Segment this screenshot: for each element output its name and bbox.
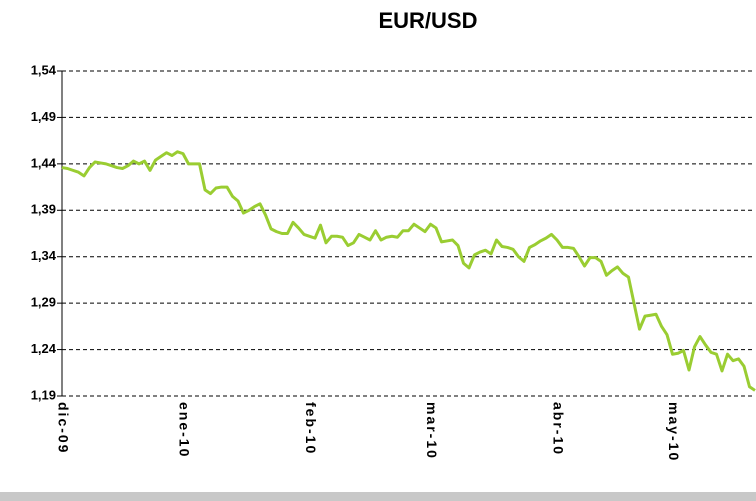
y-tick-label: 1,24 [31, 341, 57, 356]
x-tick-label: feb-10 [303, 402, 319, 455]
chart-title: EUR/USD [378, 8, 477, 33]
x-tick-label: mar-10 [424, 402, 440, 460]
line [61, 150, 756, 392]
x-tick-label: abr-10 [550, 402, 566, 456]
bottom-bar [0, 492, 756, 501]
y-tick-label: 1,19 [31, 387, 56, 402]
y-tick-label: 1,49 [31, 109, 56, 124]
y-tick-label: 1,44 [31, 155, 57, 170]
x-tick-label: ene-10 [176, 402, 192, 458]
x-tick-label: may-10 [666, 402, 682, 462]
x-tick-label: dic-09 [55, 402, 71, 454]
y-tick-label: 1,54 [31, 62, 57, 77]
y-tick-label: 1,34 [31, 248, 57, 263]
y-tick-label: 1,39 [31, 202, 56, 217]
y-tick-label: 1,29 [31, 295, 56, 310]
